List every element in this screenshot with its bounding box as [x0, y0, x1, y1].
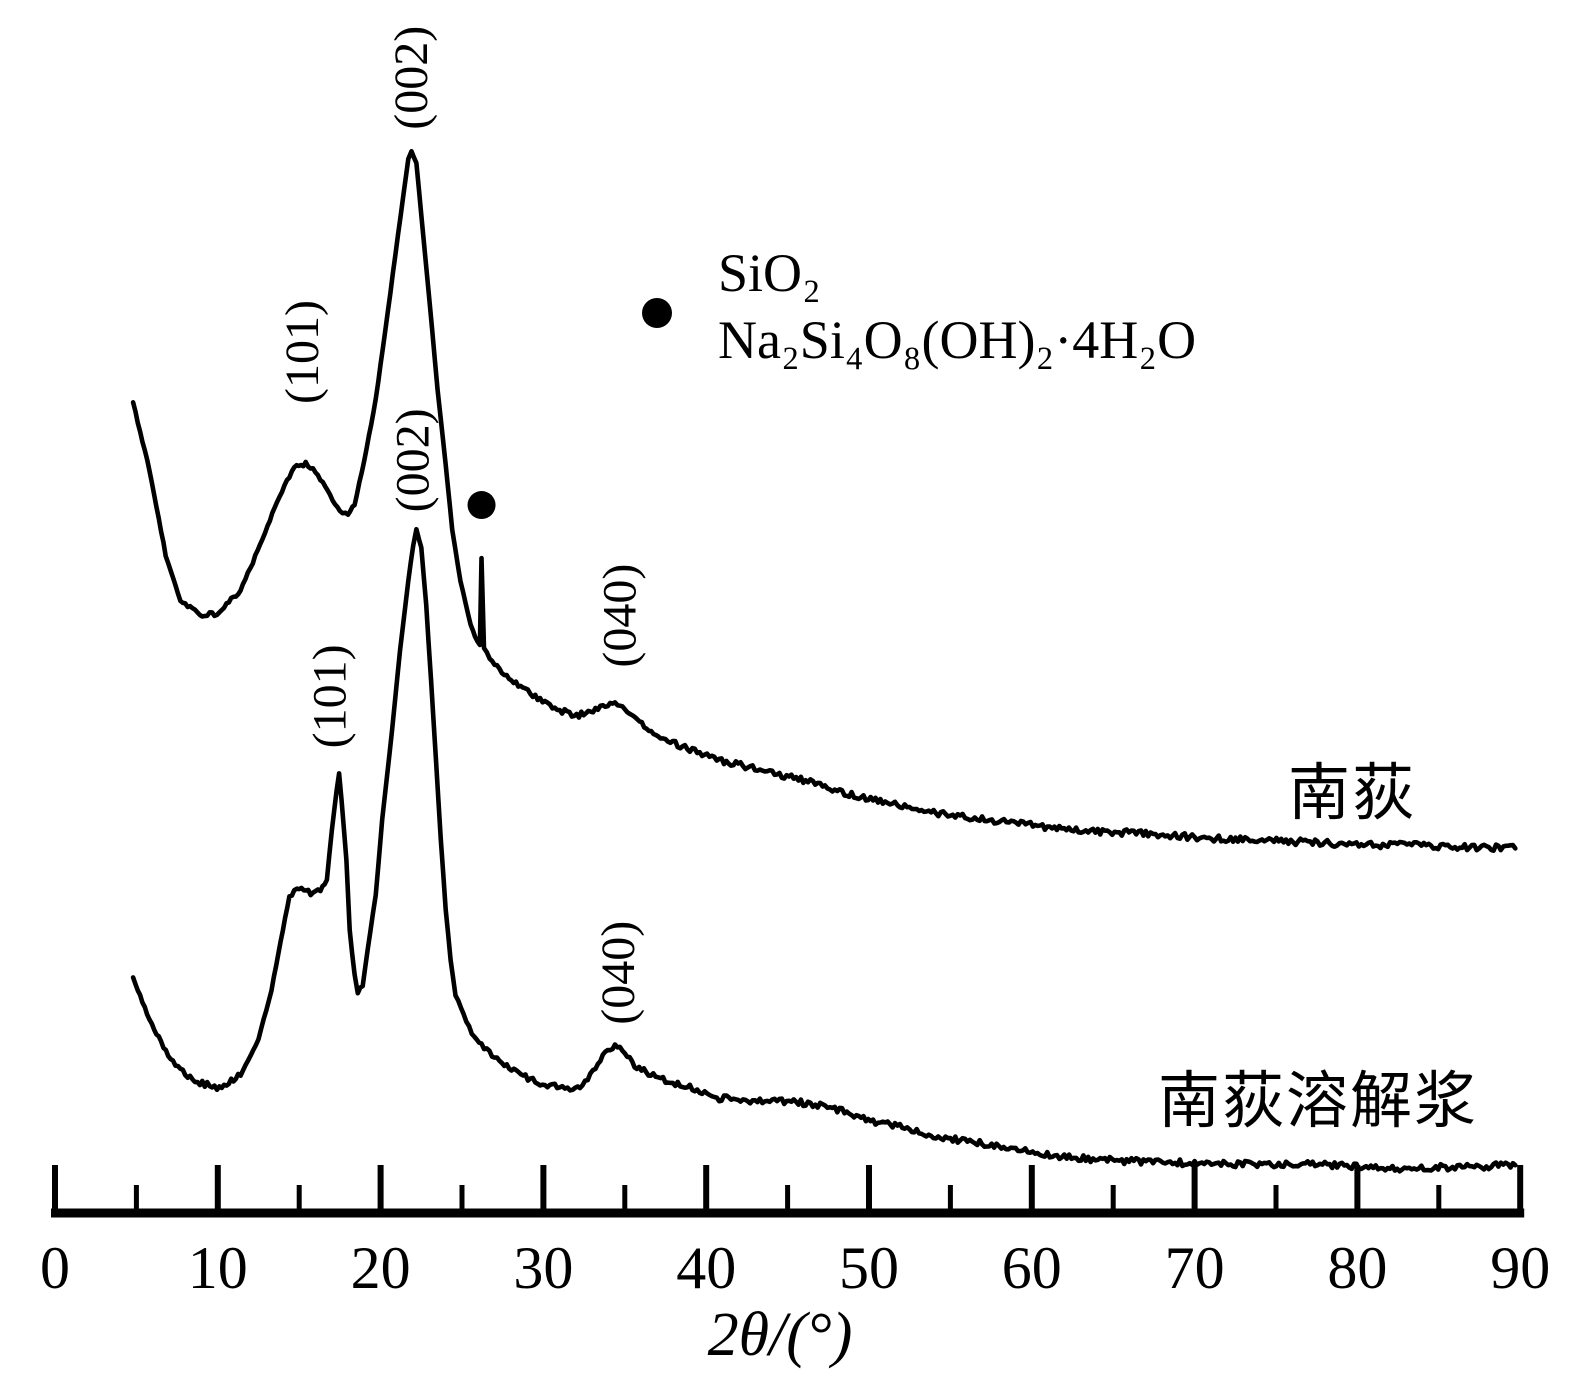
- legend-filled-circle-icon: [642, 298, 672, 328]
- xrd-curve-nandi-dissolving-pulp: [130, 526, 1518, 1174]
- x-axis-tick-label: 20: [351, 1235, 411, 1301]
- x-axis-tick-label: 50: [839, 1235, 899, 1301]
- peak-label-040: (040): [593, 564, 646, 668]
- x-axis-tick-label: 30: [513, 1235, 573, 1301]
- peak-label-101: (101): [276, 300, 329, 404]
- xrd-curve-nandi: [130, 149, 1518, 854]
- x-axis-tick-label: 40: [676, 1235, 736, 1301]
- x-axis-tick-label: 80: [1327, 1235, 1387, 1301]
- peak-label-002: (002): [385, 26, 438, 130]
- x-axis-tick-label: 10: [188, 1235, 248, 1301]
- peak-label-040: (040): [592, 921, 645, 1025]
- legend-line-sio2: SiO₂: [718, 243, 821, 303]
- x-axis-tick-label: 90: [1490, 1235, 1550, 1301]
- x-axis-tick-label: 70: [1165, 1235, 1225, 1301]
- legend-line-sodium-silicate-hydrate: Na₂Si₄O₈(OH)₂·4H₂O: [718, 310, 1197, 370]
- sio2-silicate-peak-marker-icon: [467, 491, 496, 520]
- x-axis-title: 2θ/(°): [707, 1301, 853, 1369]
- peak-label-002: (002): [387, 408, 440, 512]
- curve-label-nandi-dissolving-pulp: 南荻溶解浆: [1158, 1068, 1479, 1136]
- peak-label-101: (101): [304, 644, 357, 748]
- x-axis-tick-label: 60: [1002, 1235, 1062, 1301]
- curve-label-nandi: 南荻: [1288, 760, 1417, 828]
- x-axis-tick-label: 0: [40, 1235, 70, 1301]
- legend: SiO₂ Na₂Si₄O₈(OH)₂·4H₂O: [718, 240, 1196, 374]
